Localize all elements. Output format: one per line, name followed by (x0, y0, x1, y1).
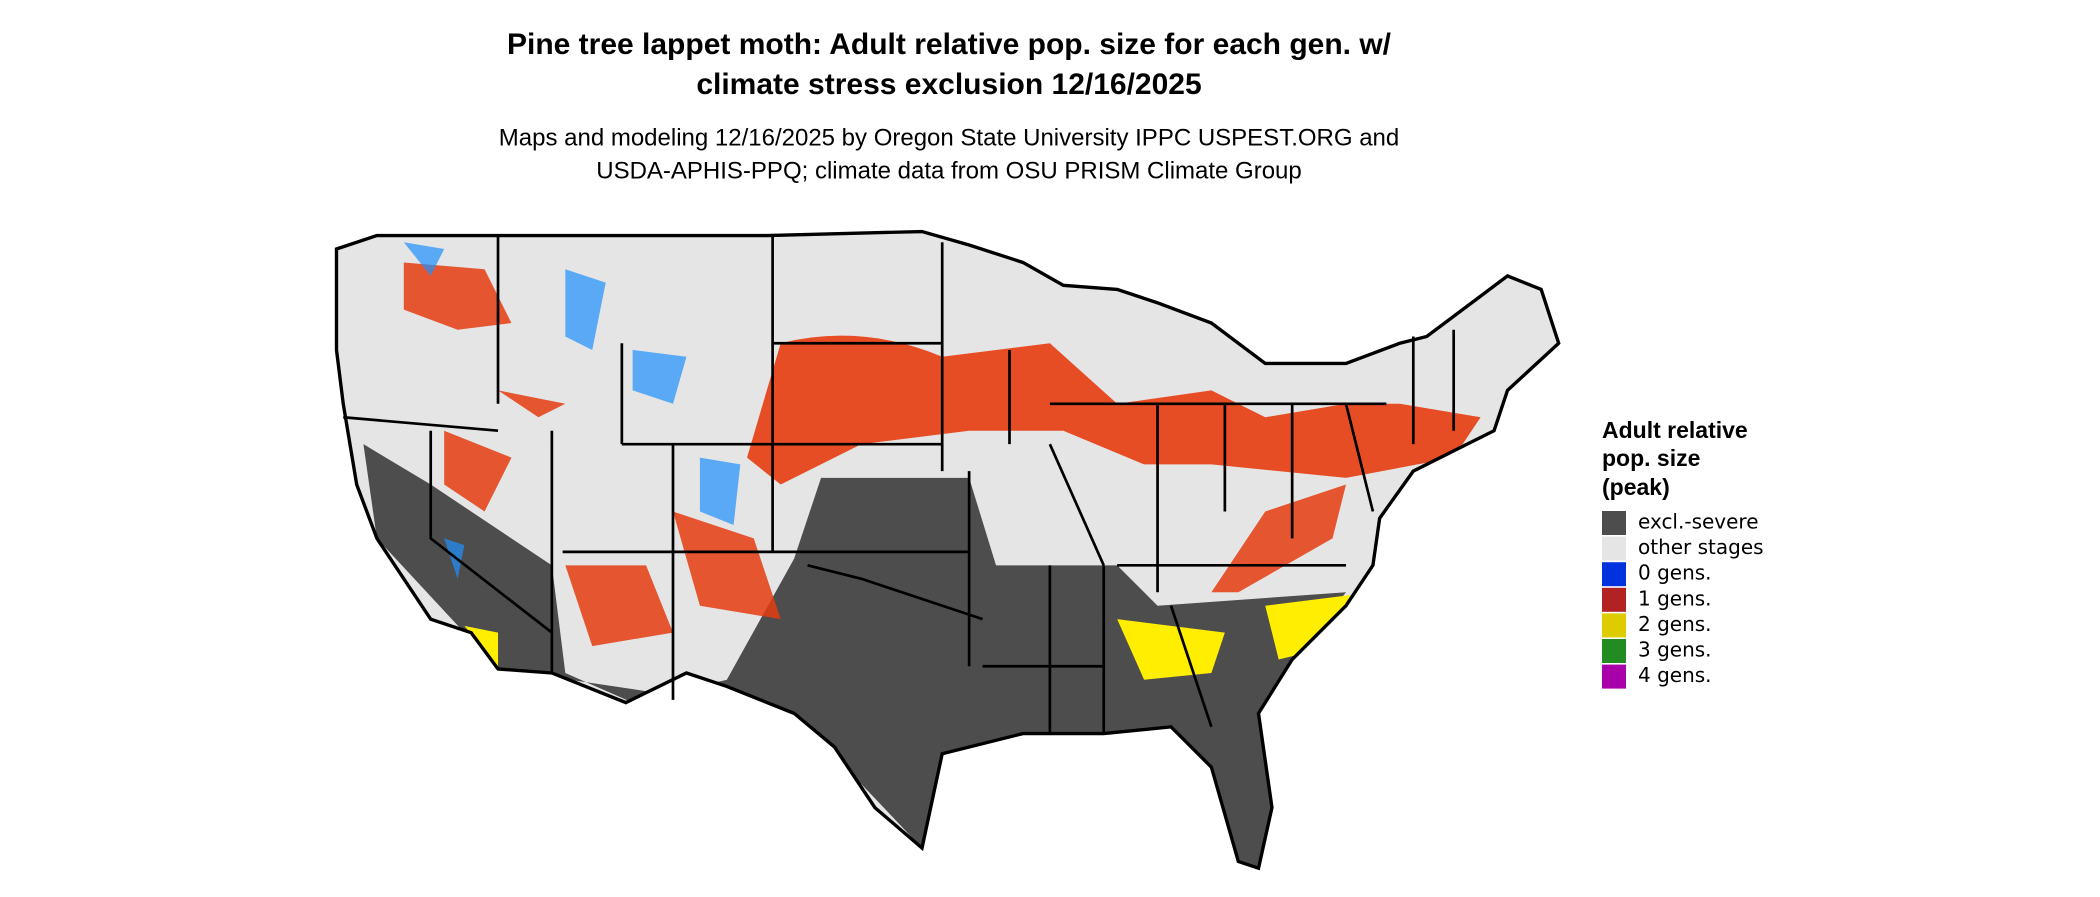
legend-title: pop. size (1602, 445, 1700, 471)
legend-label: 4 gens. (1638, 663, 1712, 687)
legend-label: excl.-severe (1638, 510, 1759, 534)
title: Pine tree lappet moth: Adult relative po… (507, 28, 1392, 61)
legend-title: Adult relative (1602, 417, 1748, 443)
legend-swatch (1602, 536, 1626, 561)
subtitle: USDA-APHIS-PPQ; climate data from OSU PR… (596, 157, 1302, 184)
legend-label: 0 gens. (1638, 561, 1712, 585)
legend-label: 1 gens. (1638, 586, 1712, 610)
legend-swatch (1602, 511, 1626, 535)
legend-swatch (1602, 639, 1626, 663)
subtitle: Maps and modeling 12/16/2025 by Oregon S… (499, 124, 1399, 151)
legend-title: (peak) (1602, 474, 1670, 500)
legend-swatch (1602, 562, 1626, 587)
us-map (334, 229, 1561, 871)
legend-swatch (1602, 664, 1626, 689)
title: climate stress exclusion 12/16/2025 (696, 68, 1201, 101)
legend-swatch (1602, 613, 1626, 638)
legend-label: other stages (1638, 535, 1764, 559)
legend-label: 3 gens. (1638, 638, 1712, 662)
legend: Adult relative pop. size (peak) excl.-se… (1602, 417, 1764, 689)
legend-swatch (1602, 587, 1626, 612)
legend-label: 2 gens. (1638, 612, 1712, 636)
